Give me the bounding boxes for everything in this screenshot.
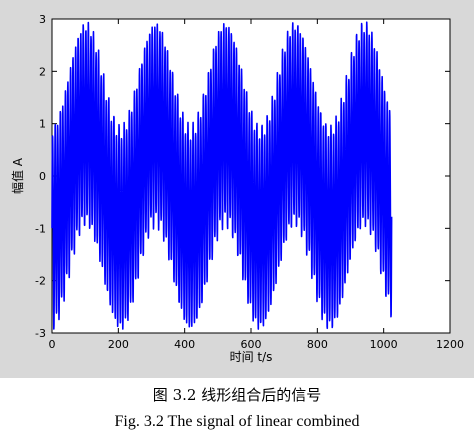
y-tick-label: 1 <box>39 118 46 131</box>
x-tick-label: 400 <box>174 338 195 351</box>
signal-series-line <box>51 21 393 330</box>
x-tick-label: 800 <box>307 338 328 351</box>
y-axis-title: 幅值 A <box>10 157 25 194</box>
y-tick-label: 2 <box>39 65 46 78</box>
figure-caption-english: Fig. 3.2 The signal of linear combined <box>114 413 360 430</box>
y-tick-label: -2 <box>35 275 46 288</box>
line-chart: 0 200 400 600 800 1000 1200 -3 -2 -1 0 1 2 3 时间 t/s 幅… <box>10 13 464 364</box>
y-tick-label: -3 <box>35 327 46 340</box>
y-tick-label: 0 <box>39 170 46 183</box>
x-tick-label: 200 <box>108 338 129 351</box>
x-tick-label: 0 <box>49 338 56 351</box>
axis-ticks: 0 200 400 600 800 1000 1200 -3 -2 -1 0 1 2 3 <box>35 13 464 351</box>
x-tick-label: 1200 <box>436 338 464 351</box>
x-axis-title: 时间 t/s <box>230 350 273 364</box>
y-tick-label: 3 <box>39 13 46 26</box>
x-tick-label: 1000 <box>370 338 398 351</box>
figure-caption-chinese: 图 3.2 线形组合后的信号 <box>152 386 322 404</box>
y-tick-label: -1 <box>35 222 46 235</box>
series-layer <box>51 21 393 330</box>
x-tick-label: 600 <box>241 338 262 351</box>
